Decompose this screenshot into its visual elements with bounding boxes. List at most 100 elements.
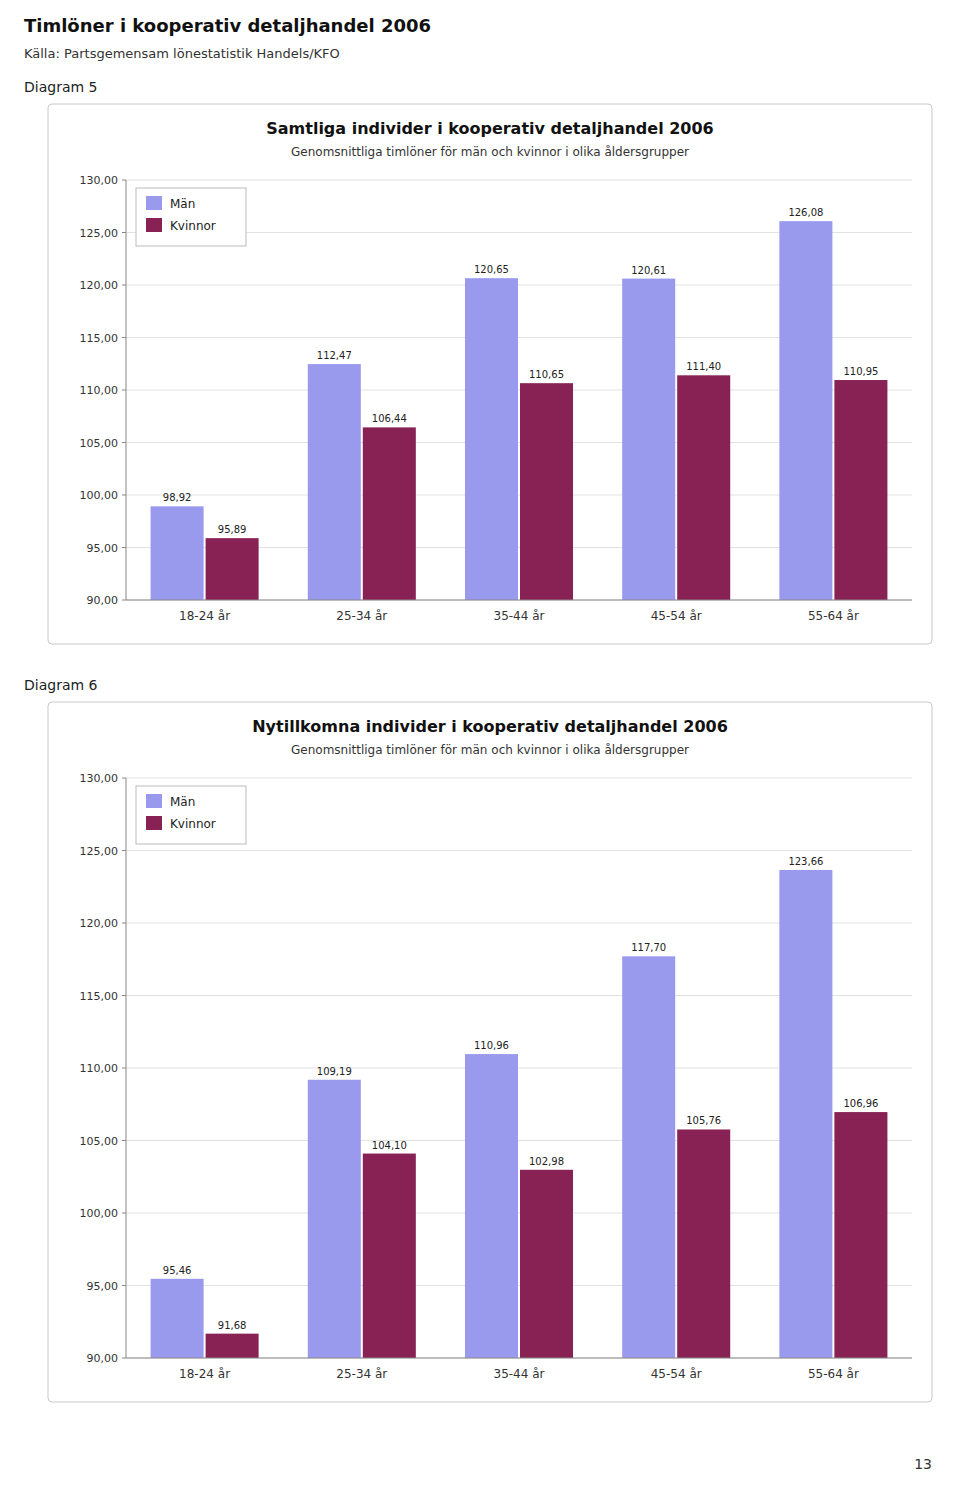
data-label: 126,08 bbox=[788, 207, 823, 218]
x-tick-label: 55-64 år bbox=[808, 609, 859, 623]
legend-swatch bbox=[146, 218, 162, 232]
bar bbox=[834, 1112, 887, 1358]
y-tick bbox=[122, 337, 126, 338]
y-tick-label: 130,00 bbox=[80, 174, 119, 187]
data-label: 123,66 bbox=[788, 856, 823, 867]
data-label: 104,10 bbox=[372, 1140, 407, 1151]
y-tick-label: 90,00 bbox=[87, 594, 119, 607]
data-label: 120,65 bbox=[474, 264, 509, 275]
legend-swatch bbox=[146, 196, 162, 210]
y-tick-label: 120,00 bbox=[80, 917, 119, 930]
data-label: 110,96 bbox=[474, 1040, 509, 1051]
chart-frame bbox=[48, 702, 932, 1402]
x-tick-label: 25-34 år bbox=[336, 609, 387, 623]
legend-frame bbox=[136, 786, 246, 844]
x-tick-label: 45-54 år bbox=[651, 1367, 702, 1381]
legend-swatch bbox=[146, 816, 162, 830]
chart: Diagram 5Samtliga individer i kooperativ… bbox=[24, 79, 932, 644]
bar bbox=[677, 1129, 730, 1358]
data-label: 106,44 bbox=[372, 413, 407, 424]
x-tick-label: 25-34 år bbox=[336, 1367, 387, 1381]
grid-line bbox=[126, 600, 912, 601]
bar bbox=[308, 364, 361, 600]
data-label: 110,65 bbox=[529, 369, 564, 380]
y-tick bbox=[122, 1068, 126, 1069]
bar bbox=[622, 956, 675, 1358]
data-label: 110,95 bbox=[843, 366, 878, 377]
data-label: 111,40 bbox=[686, 361, 721, 372]
data-label: 109,19 bbox=[317, 1066, 352, 1077]
bar bbox=[520, 383, 573, 600]
x-axis bbox=[126, 600, 912, 601]
bar bbox=[779, 221, 832, 600]
data-label: 120,61 bbox=[631, 265, 666, 276]
background bbox=[0, 0, 960, 1493]
y-tick-label: 115,00 bbox=[80, 990, 119, 1003]
source-line: Källa: Partsgemensam lönestatistik Hande… bbox=[24, 46, 340, 61]
bar bbox=[622, 279, 675, 600]
page-title: Timlöner i kooperativ detaljhandel 2006 bbox=[24, 15, 431, 36]
x-tick-label: 45-54 år bbox=[651, 609, 702, 623]
y-tick-label: 120,00 bbox=[80, 279, 119, 292]
legend-label: Män bbox=[170, 197, 195, 211]
grid-line bbox=[126, 1358, 912, 1359]
data-label: 98,92 bbox=[163, 492, 192, 503]
y-axis bbox=[126, 180, 127, 600]
y-tick-label: 125,00 bbox=[80, 227, 119, 240]
legend-label: Män bbox=[170, 795, 195, 809]
bar bbox=[151, 506, 204, 600]
y-tick bbox=[122, 232, 126, 233]
data-label: 117,70 bbox=[631, 942, 666, 953]
y-tick bbox=[122, 1358, 126, 1359]
chart-title: Samtliga individer i kooperativ detaljha… bbox=[266, 119, 713, 138]
y-tick bbox=[122, 1213, 126, 1214]
y-tick-label: 115,00 bbox=[80, 332, 119, 345]
data-label: 102,98 bbox=[529, 1156, 564, 1167]
y-tick-label: 95,00 bbox=[87, 542, 119, 555]
x-tick-label: 35-44 år bbox=[494, 609, 545, 623]
data-label: 105,76 bbox=[686, 1115, 721, 1126]
y-tick bbox=[122, 390, 126, 391]
y-tick-label: 125,00 bbox=[80, 845, 119, 858]
data-labels: 95,46 91,68 109,19 104,10 110,96 102,98 117,70… bbox=[163, 856, 879, 1331]
grid-line bbox=[126, 850, 912, 851]
data-label: 91,68 bbox=[218, 1320, 247, 1331]
y-tick bbox=[122, 1285, 126, 1286]
grid-line bbox=[126, 778, 912, 779]
data-label: 95,46 bbox=[163, 1265, 192, 1276]
bar bbox=[834, 380, 887, 600]
legend-label: Kvinnor bbox=[170, 219, 216, 233]
bar bbox=[677, 375, 730, 600]
bar bbox=[520, 1170, 573, 1358]
data-label: 112,47 bbox=[317, 350, 352, 361]
y-tick-label: 100,00 bbox=[80, 489, 119, 502]
y-tick bbox=[122, 600, 126, 601]
x-tick-label: 18-24 år bbox=[179, 609, 230, 623]
y-tick-label: 90,00 bbox=[87, 1352, 119, 1365]
y-tick-label: 110,00 bbox=[80, 1062, 119, 1075]
data-labels: 98,92 95,89 112,47 106,44 120,65 110,65 120,61… bbox=[163, 207, 879, 535]
chart-subtitle: Genomsnittliga timlöner för män och kvin… bbox=[291, 743, 689, 757]
y-tick-label: 105,00 bbox=[80, 1135, 119, 1148]
y-tick-label: 100,00 bbox=[80, 1207, 119, 1220]
bar bbox=[363, 1154, 416, 1358]
data-label: 95,89 bbox=[218, 524, 247, 535]
y-tick bbox=[122, 180, 126, 181]
page-number: 13 bbox=[914, 1456, 932, 1472]
legend: MänKvinnor bbox=[136, 786, 246, 844]
y-tick bbox=[122, 442, 126, 443]
y-tick bbox=[122, 495, 126, 496]
y-tick bbox=[122, 923, 126, 924]
y-tick bbox=[122, 547, 126, 548]
bar bbox=[151, 1279, 204, 1358]
y-tick bbox=[122, 285, 126, 286]
y-tick-label: 95,00 bbox=[87, 1280, 119, 1293]
y-tick-label: 130,00 bbox=[80, 772, 119, 785]
bar bbox=[206, 1334, 259, 1358]
chart-title: Nytillkomna individer i kooperativ detal… bbox=[252, 717, 728, 736]
grid-line bbox=[126, 180, 912, 181]
bars bbox=[151, 870, 888, 1358]
chart-frame bbox=[48, 104, 932, 644]
y-tick bbox=[122, 1140, 126, 1141]
y-tick-label: 105,00 bbox=[80, 437, 119, 450]
